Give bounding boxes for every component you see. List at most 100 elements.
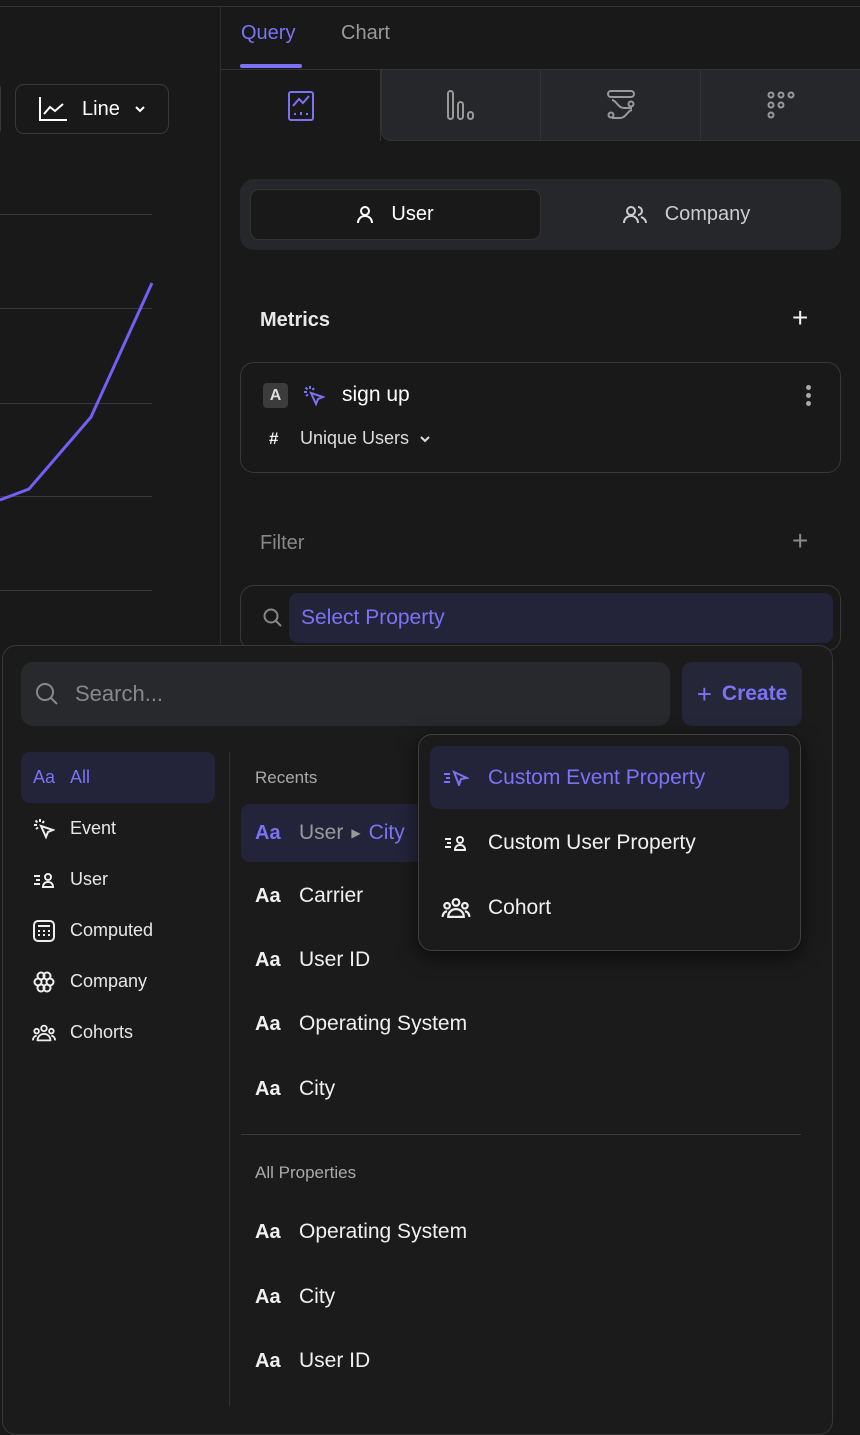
property-item[interactable]: Aa Operating System — [241, 1203, 801, 1261]
line-chart-icon — [287, 90, 314, 121]
more-options-icon[interactable] — [806, 385, 812, 406]
chart-type-flow[interactable] — [541, 70, 701, 141]
tab-chart[interactable]: Chart — [341, 22, 390, 44]
property-name: City — [299, 1077, 336, 1100]
property-item[interactable]: Aa City — [241, 1268, 801, 1326]
add-filter-button[interactable]: + — [792, 525, 809, 556]
property-prefix: User — [299, 821, 344, 844]
caret-right-icon: ▶ — [351, 826, 361, 840]
recent-item[interactable]: Aa Operating System — [241, 995, 801, 1053]
category-label: Company — [70, 971, 148, 991]
line-chart-icon — [39, 97, 67, 121]
text-type-icon: Aa — [255, 821, 281, 844]
text-type-icon: Aa — [255, 1349, 281, 1372]
tab-separator — [221, 69, 860, 70]
category-label: All — [70, 767, 91, 787]
create-label: Create — [721, 682, 788, 705]
menu-item-cohort[interactable]: Cohort — [430, 876, 789, 939]
property-name: Operating System — [299, 1012, 468, 1035]
gridline — [0, 590, 152, 591]
menu-item-custom-event-property[interactable]: Custom Event Property — [430, 746, 789, 809]
retention-grid-icon — [767, 91, 794, 119]
chevron-down-icon — [420, 435, 430, 442]
toolbar-button-partial[interactable] — [0, 84, 1, 134]
filter-title: Filter — [260, 532, 305, 554]
text-type-icon: Aa — [255, 1077, 281, 1100]
users-icon — [622, 205, 647, 223]
toggle-user[interactable]: User — [250, 189, 541, 240]
section-separator — [241, 1134, 801, 1135]
category-company[interactable]: Company — [21, 956, 215, 1007]
chart-type-dropdown[interactable]: Line — [15, 84, 169, 134]
gridline — [0, 496, 152, 497]
event-icon — [304, 386, 325, 407]
metric-card[interactable]: A sign up # Unique Users — [240, 362, 841, 473]
category-computed[interactable]: Computed — [21, 905, 215, 956]
text-type-icon: Aa — [255, 884, 281, 907]
property-name: User ID — [299, 948, 371, 971]
toggle-user-label: User — [391, 203, 434, 225]
calculator-icon — [32, 919, 56, 942]
menu-item-custom-user-property[interactable]: Custom User Property — [430, 811, 789, 874]
create-button[interactable]: + Create — [682, 662, 802, 726]
user-icon — [357, 205, 374, 223]
menu-item-label: Cohort — [488, 895, 552, 919]
property-name: User ID — [299, 1349, 371, 1372]
chart-type-label: Line — [82, 97, 120, 120]
plus-icon: + — [696, 678, 712, 709]
text-type-icon: Aa — [255, 1220, 281, 1243]
menu-item-label: Custom Event Property — [488, 765, 706, 789]
add-metric-button[interactable]: + — [792, 302, 809, 333]
aggregation-label: Unique Users — [300, 428, 410, 448]
custom-user-icon — [440, 835, 472, 851]
metric-event-name: sign up — [342, 383, 410, 406]
property-name: City — [299, 1285, 336, 1308]
hash-icon: # — [269, 429, 279, 448]
chart-type-retention[interactable] — [701, 70, 860, 141]
search-icon — [263, 608, 282, 627]
gridline — [0, 403, 152, 404]
line-series — [0, 282, 154, 502]
active-tab-indicator — [240, 64, 302, 68]
metric-badge: A — [263, 383, 288, 408]
text-type-icon: Aa — [255, 1012, 281, 1035]
toggle-company[interactable]: Company — [541, 189, 832, 240]
category-user[interactable]: User — [21, 854, 215, 905]
all-properties-label: All Properties — [255, 1163, 357, 1182]
category-cohorts[interactable]: Cohorts — [21, 1007, 215, 1058]
picker-divider — [229, 752, 230, 1406]
entity-toggle: User Company — [240, 179, 841, 250]
search-placeholder: Search... — [75, 681, 164, 706]
chart-type-bar[interactable] — [381, 70, 541, 141]
recent-item[interactable]: Aa Carrier — [241, 867, 801, 925]
aggregation-dropdown[interactable]: Unique Users — [300, 428, 431, 449]
property-item[interactable]: Aa User ID — [241, 1332, 801, 1390]
cohort-icon — [32, 1024, 56, 1042]
recent-item[interactable]: Aa User ID — [241, 931, 801, 989]
flow-icon — [606, 90, 635, 119]
top-border — [0, 6, 860, 7]
recent-item[interactable]: Aa City — [241, 1060, 801, 1118]
chevron-down-icon — [135, 106, 145, 113]
category-label: Cohorts — [70, 1022, 134, 1042]
text-type-icon: Aa — [32, 767, 56, 787]
toggle-company-label: Company — [664, 203, 751, 225]
property-name: Operating System — [299, 1220, 468, 1243]
select-property-field[interactable]: Select Property — [289, 593, 833, 643]
text-type-icon: Aa — [255, 1285, 281, 1308]
menu-item-label: Custom User Property — [488, 830, 696, 854]
recent-item[interactable]: Aa User ▶ City — [241, 804, 441, 862]
property-name: City — [368, 821, 405, 844]
search-icon — [36, 683, 58, 705]
metrics-title: Metrics — [260, 309, 331, 331]
chart-type-line[interactable] — [221, 70, 381, 141]
category-label: Computed — [70, 920, 154, 940]
cohort-icon — [440, 897, 472, 918]
search-input[interactable]: Search... — [21, 662, 670, 726]
category-all[interactable]: Aa All — [21, 752, 215, 803]
event-icon — [32, 818, 56, 840]
tab-query[interactable]: Query — [241, 22, 296, 44]
company-icon — [32, 971, 56, 993]
category-label: User — [70, 869, 109, 889]
category-event[interactable]: Event — [21, 803, 215, 854]
